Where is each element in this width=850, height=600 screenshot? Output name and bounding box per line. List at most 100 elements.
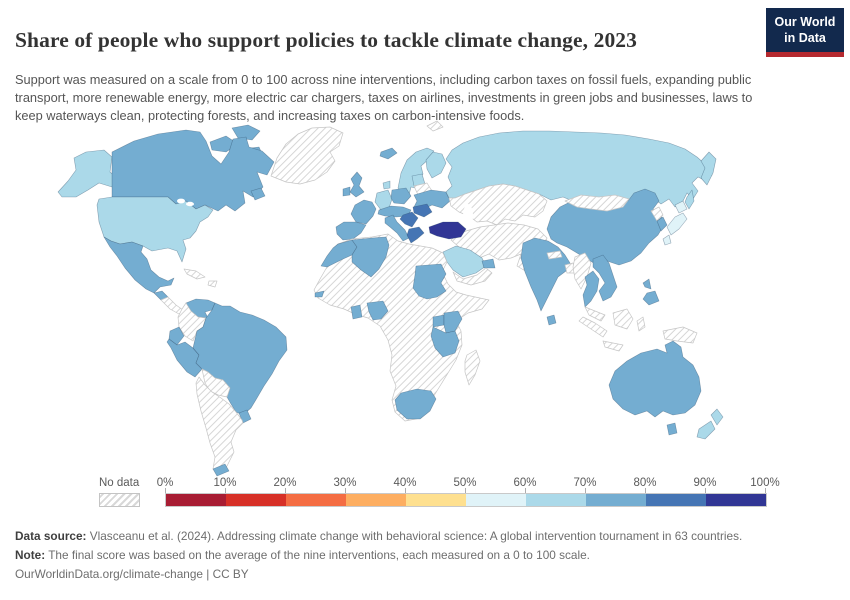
- data-source-text: Vlasceanu et al. (2024). Addressing clim…: [86, 529, 743, 543]
- country-cuba[interactable]: [183, 268, 206, 280]
- country-mexico[interactable]: [103, 236, 175, 294]
- country-finland[interactable]: [425, 151, 447, 179]
- license-text: | CC BY: [202, 566, 249, 581]
- country-tanzania[interactable]: [430, 326, 460, 358]
- country-italy[interactable]: [384, 214, 410, 242]
- owid-logo[interactable]: Our World in Data: [766, 8, 844, 58]
- country-bolivia-paraguay[interactable]: [201, 368, 231, 398]
- country-ukraine[interactable]: [413, 189, 451, 210]
- data-source-line: Data source: Vlasceanu et al. (2024). Ad…: [15, 527, 835, 546]
- country-alaska-united-states[interactable]: [57, 149, 118, 198]
- country-colombia[interactable]: [177, 302, 207, 342]
- country-myanmar[interactable]: [572, 252, 592, 290]
- country-hispaniola[interactable]: [207, 280, 218, 288]
- country-indonesia-sulawesi[interactable]: [636, 316, 646, 332]
- country-north-korea[interactable]: [650, 206, 664, 222]
- country-australia[interactable]: [608, 340, 702, 418]
- country-norway-sweden[interactable]: [397, 147, 435, 196]
- country-russia-kamchatka[interactable]: [700, 151, 717, 186]
- legend-bin-20-30[interactable]: [286, 494, 346, 506]
- country-iceland[interactable]: [379, 147, 398, 160]
- country-russia-sakhalin[interactable]: [684, 189, 695, 210]
- country-france[interactable]: [350, 199, 377, 225]
- country-mongolia[interactable]: [564, 194, 630, 212]
- country-spain-portugal[interactable]: [335, 221, 367, 241]
- country-denmark[interactable]: [382, 180, 391, 190]
- chart-footer: Data source: Vlasceanu et al. (2024). Ad…: [15, 527, 835, 584]
- country-greece[interactable]: [406, 226, 425, 244]
- legend-bin-10-20[interactable]: [226, 494, 286, 506]
- country-tasmania-australia[interactable]: [666, 422, 678, 436]
- country-algeria[interactable]: [351, 236, 390, 278]
- country-nigeria[interactable]: [366, 300, 389, 321]
- country-poland[interactable]: [390, 187, 412, 205]
- country-indonesia-sumatra[interactable]: [578, 316, 608, 338]
- country-newfoundland-canada[interactable]: [250, 187, 266, 201]
- country-romania[interactable]: [412, 203, 433, 218]
- country-south-africa[interactable]: [394, 388, 437, 420]
- country-malaysia[interactable]: [584, 306, 606, 322]
- country-southern-chile[interactable]: [212, 463, 230, 477]
- legend-bin-40-50[interactable]: [406, 494, 466, 506]
- country-indonesia-borneo[interactable]: [612, 308, 634, 330]
- owid-logo-line2: in Data: [784, 30, 826, 45]
- legend-bin-30-40[interactable]: [346, 494, 406, 506]
- legend-bin-70-80[interactable]: [586, 494, 646, 506]
- country-new-zealand-north[interactable]: [710, 408, 724, 426]
- country-sri-lanka[interactable]: [546, 314, 557, 326]
- country-sudan[interactable]: [412, 263, 447, 300]
- country-new-guinea[interactable]: [662, 326, 698, 344]
- country-united-arab-emirates[interactable]: [481, 258, 496, 269]
- country-central-asia[interactable]: [448, 183, 548, 226]
- country-japan-honshu[interactable]: [666, 212, 688, 236]
- country-philippines-south[interactable]: [642, 290, 660, 306]
- legend-tick-mark: [645, 488, 646, 493]
- country-south-korea[interactable]: [656, 216, 668, 232]
- country-japan-kyushu[interactable]: [662, 234, 672, 246]
- legend-tick-mark: [345, 488, 346, 493]
- country-svalbard[interactable]: [426, 120, 444, 132]
- country-thailand[interactable]: [582, 270, 600, 308]
- country-central-america[interactable]: [160, 296, 184, 315]
- country-brazil[interactable]: [192, 302, 288, 416]
- no-data-swatch[interactable]: [99, 493, 140, 507]
- country-saudi-arabia[interactable]: [442, 245, 487, 278]
- country-africa-no-data[interactable]: [313, 233, 490, 422]
- country-new-zealand-south[interactable]: [696, 420, 716, 440]
- country-india[interactable]: [520, 237, 571, 312]
- country-balkans[interactable]: [399, 211, 419, 228]
- country-uganda[interactable]: [432, 314, 445, 328]
- world-map: [57, 120, 724, 477]
- country-nepal[interactable]: [546, 250, 563, 260]
- owid-url-link[interactable]: OurWorldinData.org/climate-change: [15, 566, 203, 581]
- country-argentina-chile[interactable]: [195, 376, 244, 472]
- legend-tick-label: 90%: [693, 477, 717, 489]
- country-madagascar[interactable]: [464, 349, 481, 386]
- legend-bin-0-10[interactable]: [166, 494, 226, 506]
- legend-tick-mark: [405, 488, 406, 493]
- legend-tick-label: 80%: [633, 477, 657, 489]
- country-greenland[interactable]: [270, 126, 344, 185]
- country-philippines[interactable]: [642, 278, 652, 290]
- country-ghana[interactable]: [350, 304, 363, 320]
- country-united-kingdom[interactable]: [349, 171, 365, 198]
- legend-tick-label: 50%: [453, 477, 477, 489]
- legend-bin-90-100[interactable]: [706, 494, 766, 506]
- country-yemen-oman[interactable]: [452, 267, 493, 286]
- legend-tick-mark: [285, 488, 286, 493]
- country-turkey[interactable]: [428, 221, 467, 240]
- country-japan-hokkaido[interactable]: [674, 200, 688, 214]
- legend-bin-50-60[interactable]: [466, 494, 526, 506]
- legend-bin-60-70[interactable]: [526, 494, 586, 506]
- legend-bin-80-90[interactable]: [646, 494, 706, 506]
- owid-logo-stripe: [766, 52, 844, 58]
- country-indonesia-java[interactable]: [602, 340, 624, 352]
- country-canadian-arctic[interactable]: [231, 124, 261, 141]
- legend-tick-mark: [525, 488, 526, 493]
- country-ecuador[interactable]: [168, 326, 185, 346]
- country-senegal[interactable]: [314, 290, 325, 298]
- country-vietnam[interactable]: [592, 254, 618, 302]
- legend-tick-mark: [165, 488, 166, 493]
- country-ireland[interactable]: [342, 186, 351, 197]
- page-title: Share of people who support policies to …: [15, 28, 638, 53]
